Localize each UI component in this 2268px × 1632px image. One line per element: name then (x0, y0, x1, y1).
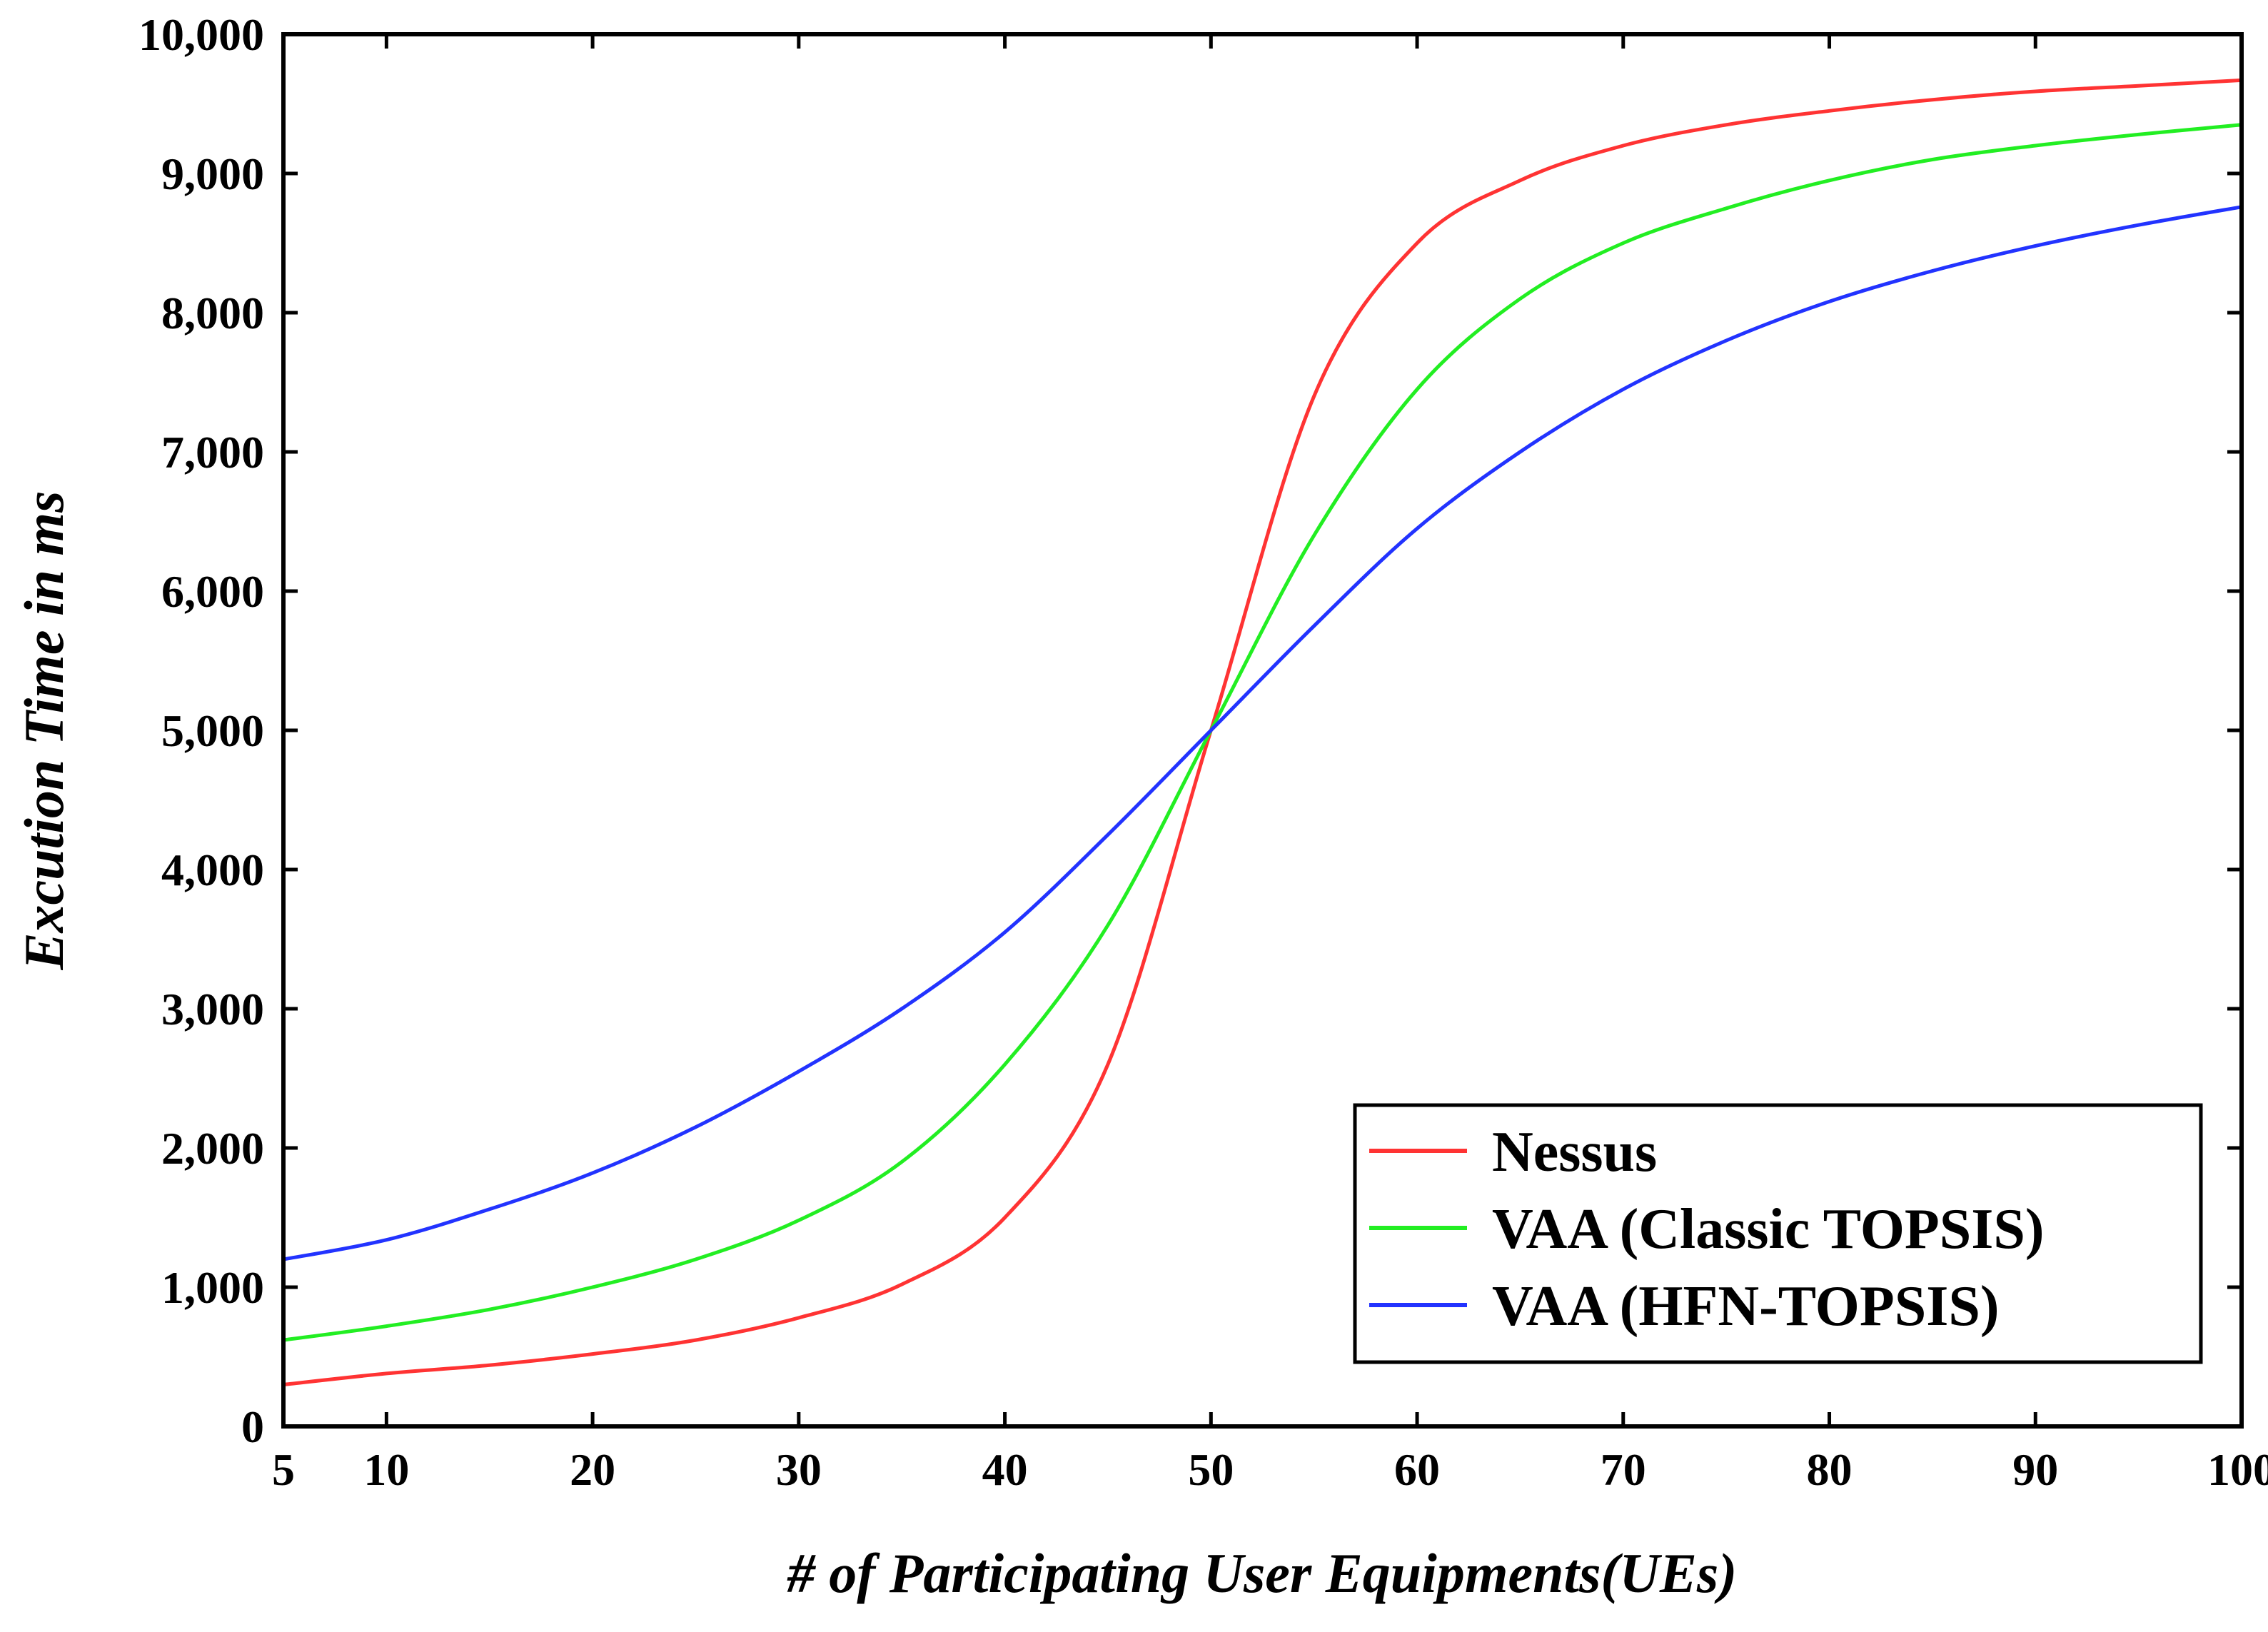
y-tick-label-5: 5,000 (161, 705, 264, 756)
x-tick-label-9: 90 (2012, 1444, 2058, 1495)
x-tick-label-3: 30 (776, 1444, 822, 1495)
y-tick-label-7: 7,000 (161, 427, 264, 478)
y-tick-label-8: 8,000 (161, 288, 264, 338)
legend-label-2: VAA (HFN-TOPSIS) (1492, 1275, 2000, 1338)
series-line-0 (283, 78, 2242, 1386)
series-line-2 (283, 205, 2242, 1261)
y-tick-label-1: 1,000 (161, 1262, 264, 1313)
y-tick-label-9: 9,000 (161, 148, 264, 199)
x-tick-label-0: 5 (272, 1444, 295, 1495)
x-axis-title: # of Participating User Equipments(UEs) (787, 1542, 1737, 1604)
legend-label-0: Nessus (1492, 1121, 1657, 1184)
y-tick-label-10: 10,000 (138, 9, 264, 60)
x-tick-label-10: 100 (2207, 1444, 2268, 1495)
series-lines (283, 78, 2242, 1386)
x-tick-label-7: 70 (1601, 1444, 1646, 1495)
x-tick-label-8: 80 (1807, 1444, 1853, 1495)
x-tick-labels: 5 10 20 30 40 50 60 70 80 90 100 (272, 1444, 2268, 1495)
x-tick-label-4: 40 (982, 1444, 1028, 1495)
x-tick-label-6: 60 (1394, 1444, 1440, 1495)
legend-box (1353, 1103, 2203, 1364)
y-tick-label-6: 6,000 (161, 566, 264, 617)
axis-ticks (281, 32, 2244, 1429)
legend-label-1: VAA (Classic TOPSIS) (1492, 1198, 2045, 1261)
legend: Nessus VAA (Classic TOPSIS) VAA (HFN-TOPSI… (1353, 1103, 2203, 1364)
series-line-1 (283, 123, 2242, 1342)
x-tick-label-1: 10 (363, 1444, 409, 1495)
y-tick-labels: 0 1,000 2,000 3,000 4,000 5,000 6,000 7,000 8,00… (138, 9, 264, 1452)
y-axis-title: Excution Time in ms (13, 490, 75, 970)
x-tick-label-5: 50 (1188, 1444, 1234, 1495)
y-tick-label-0: 0 (241, 1401, 264, 1452)
y-tick-label-2: 2,000 (161, 1123, 264, 1174)
x-tick-label-2: 20 (570, 1444, 615, 1495)
y-tick-label-4: 4,000 (161, 845, 264, 895)
y-tick-label-3: 3,000 (161, 984, 264, 1034)
